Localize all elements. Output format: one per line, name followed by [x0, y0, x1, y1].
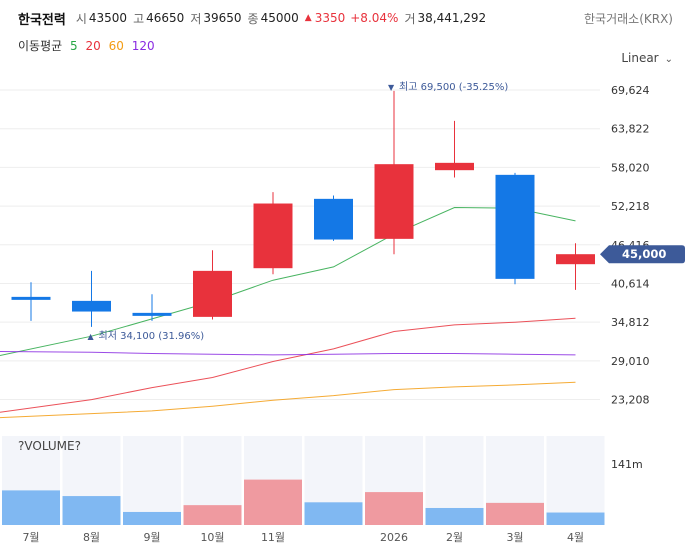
chevron-down-icon: ⌄ — [664, 54, 673, 65]
high-marker-icon: ▼ — [388, 83, 395, 92]
candle-body — [374, 164, 414, 239]
y-tick-label: 29,010 — [611, 355, 650, 368]
candle-body — [253, 203, 293, 269]
scale-label: Linear — [621, 51, 659, 65]
candle-body — [435, 162, 474, 171]
volume-bar — [365, 492, 423, 525]
ma-legend: 이동평균 5 20 60 120 — [18, 37, 159, 54]
volume-bar — [425, 507, 484, 525]
x-tick-label: 4월 — [567, 531, 584, 544]
y-tick-label: 52,218 — [611, 200, 650, 213]
volume-bar — [304, 502, 363, 525]
candle-body — [556, 254, 595, 265]
current-price-label: 45,000 — [622, 247, 666, 261]
x-tick-label: 2026 — [380, 531, 408, 544]
stock-header: 한국전력 시 43500 고 46650 저 39650 종 45000 ▲ 3… — [18, 8, 492, 28]
y-tick-label: 63,822 — [611, 123, 650, 136]
candle-body — [193, 270, 232, 317]
candle-body — [72, 300, 111, 312]
volume-bar — [244, 479, 302, 525]
volume-title: ?VOLUME? — [18, 439, 81, 453]
volume-bar — [62, 496, 121, 525]
ma-line-5 — [0, 206, 576, 356]
high-annotation: 최고 69,500 (-35.25%) — [399, 81, 508, 93]
current-price-tag — [600, 245, 685, 264]
volume-bar — [486, 502, 544, 525]
volume-bar — [546, 512, 605, 525]
volume-slot — [546, 436, 605, 525]
ma-line-20 — [0, 317, 576, 413]
low-marker-icon: ▲ — [88, 332, 95, 341]
volume-label: 거 — [404, 11, 416, 26]
low-value: 39650 — [203, 11, 242, 25]
ma-line-60 — [0, 381, 576, 419]
exchange-name: 한국거래소(KRX) — [584, 12, 673, 26]
candle-body — [132, 312, 172, 316]
volume-value: 38,441,292 — [417, 11, 487, 25]
ma-legend-120[interactable]: 120 — [131, 39, 155, 53]
low-annotation: 최저 34,100 (31.96%) — [99, 330, 205, 342]
ma-line-120 — [0, 351, 576, 356]
y-tick-label: 23,208 — [611, 394, 650, 407]
x-tick-label: 7월 — [22, 531, 39, 544]
ma-legend-label: 이동평균 — [18, 39, 63, 53]
volume-bar — [123, 511, 181, 525]
ma-legend-20[interactable]: 20 — [85, 39, 101, 53]
y-tick-label: 58,020 — [611, 161, 650, 174]
ma-legend-5[interactable]: 5 — [70, 39, 78, 53]
change-percent: +8.04% — [350, 11, 399, 25]
scale-dropdown[interactable]: Linear ⌄ — [621, 51, 673, 65]
y-tick-label: 69,624 — [611, 84, 650, 97]
volume-bar — [183, 505, 242, 525]
x-tick-label: 2월 — [446, 531, 463, 544]
ma-legend-60[interactable]: 60 — [108, 39, 124, 53]
y-tick-label: 34,812 — [611, 316, 650, 329]
volume-scale-label: 141m — [611, 458, 643, 471]
candle-body — [495, 174, 535, 279]
change-value: 3350 — [314, 11, 346, 25]
x-tick-label: 9월 — [143, 531, 160, 544]
volume-bar — [2, 490, 60, 525]
candle-body — [314, 198, 353, 240]
open-value: 43500 — [88, 11, 128, 25]
high-label: 고 — [133, 11, 145, 26]
change-up-icon: ▲ — [304, 13, 312, 23]
close-label: 종 — [247, 11, 259, 26]
x-tick-label: 11월 — [261, 531, 285, 544]
open-label: 시 — [75, 11, 87, 26]
candle-body — [11, 296, 51, 300]
y-tick-label: 40,614 — [611, 277, 650, 290]
x-tick-label: 8월 — [83, 531, 100, 544]
stock-name: 한국전력 — [18, 12, 66, 28]
low-label: 저 — [190, 11, 202, 26]
x-tick-label: 3월 — [506, 531, 523, 544]
high-value: 46650 — [146, 11, 185, 25]
close-value: 45000 — [260, 11, 299, 25]
x-tick-label: 10월 — [200, 531, 224, 544]
volume-slot — [123, 436, 181, 525]
